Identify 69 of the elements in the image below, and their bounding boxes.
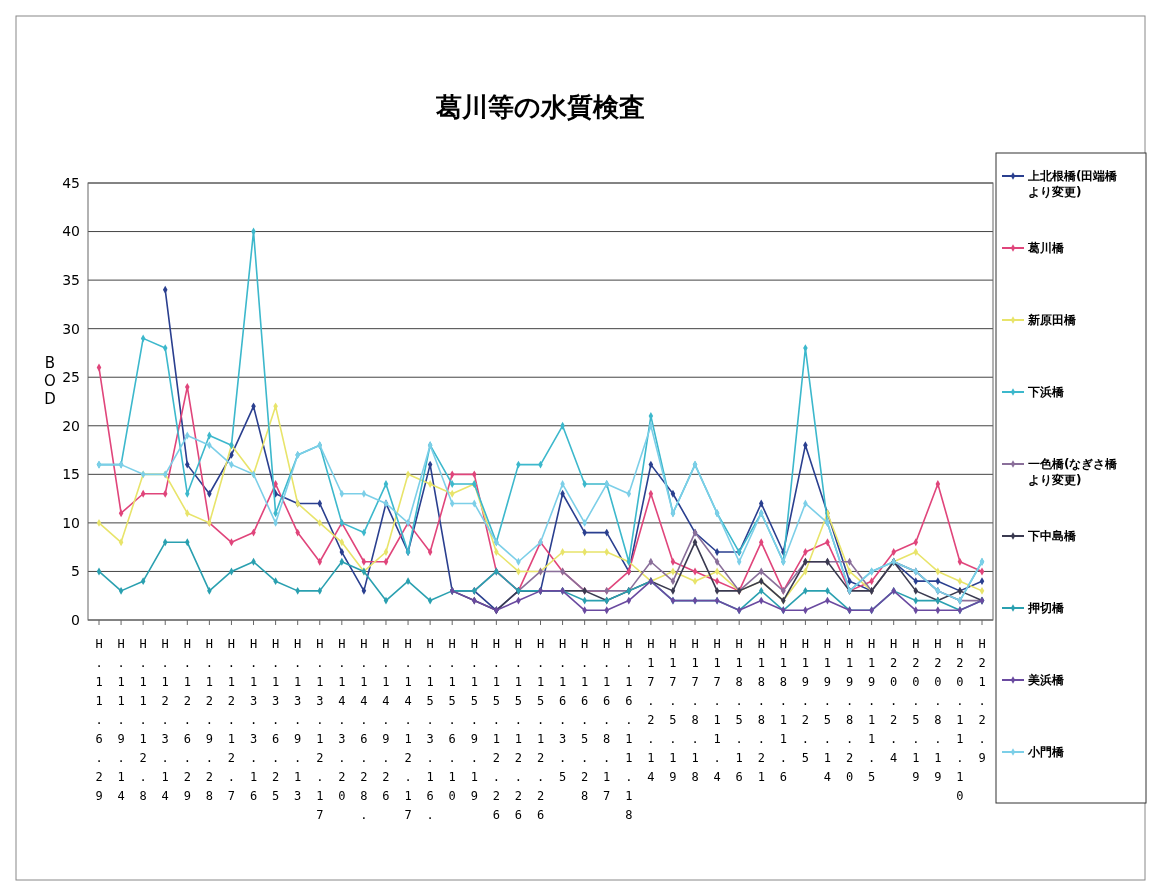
legend-label: 押切橋 <box>1027 601 1065 616</box>
x-tick-label: H18.8.21 <box>757 637 765 784</box>
x-tick-label: H17.8.18 <box>691 637 699 784</box>
y-tick-label: 25 <box>62 369 80 386</box>
x-tick-label: H19.5.14 <box>823 637 832 784</box>
x-tick-label: H20.2.4 <box>890 637 898 765</box>
point <box>714 548 720 556</box>
category-label: H.15.12.26 <box>514 637 523 822</box>
category-label: H.12.6.29 <box>183 637 191 803</box>
legend-label: 下浜橋 <box>1027 385 1065 400</box>
category-label: H.11.6.29 <box>95 637 103 803</box>
point <box>935 480 941 488</box>
point <box>427 548 433 556</box>
category-label: H.13.6.25 <box>271 637 280 803</box>
legend-label: 葛川橋 <box>1027 241 1065 256</box>
category-label: H20.11.10 <box>956 637 964 803</box>
category-label: H.15.9.19 <box>470 637 478 803</box>
category-label: H.13.9.13 <box>294 637 302 803</box>
category-label: H.13.12.17 <box>316 637 324 822</box>
category-label: H.15.6.10 <box>448 637 456 803</box>
legend-label: 一色橋(なぎさ橋より変更) <box>1028 457 1119 488</box>
category-label: H.16.5.28 <box>581 637 589 803</box>
x-tick-label: H19.11.5 <box>868 637 876 784</box>
category-label: H.11.12.8 <box>139 637 147 803</box>
x-tick-label: H17.5.19 <box>669 637 677 784</box>
category-label: H.12.9.28 <box>205 637 213 803</box>
legend-label: 美浜橋 <box>1027 673 1065 688</box>
x-tick-label: H17.2.14 <box>647 637 655 784</box>
point <box>427 480 433 488</box>
x-tick-label: H17.11.4 <box>713 637 721 784</box>
category-label: H.14.6.28. <box>360 637 368 822</box>
y-tick-label: 30 <box>62 320 80 337</box>
category-label: H.16.11.18 <box>625 637 633 822</box>
category-label: H.11.9.14 <box>117 637 125 803</box>
category-label: H.14.9.26 <box>382 637 390 803</box>
x-tick-label: H19.2.5 <box>801 637 810 765</box>
point <box>449 480 455 488</box>
point <box>913 548 919 556</box>
x-tick-label: H.16.3.5 <box>558 637 567 784</box>
point <box>339 548 345 556</box>
x-tick-label: H19.8.20 <box>845 637 854 784</box>
category-label: H.14.3.20 <box>338 637 346 803</box>
category-label: H.12.12.7 <box>227 637 236 803</box>
y-axis-title: BOD <box>44 354 56 408</box>
category-label: H.16.8.17 <box>603 637 611 803</box>
x-tick-label: H20.5.19 <box>912 637 920 784</box>
category-label: H.14.12.17 <box>404 637 412 822</box>
y-tick-label: 20 <box>62 417 80 434</box>
category-label: H.15.3.16. <box>426 637 434 822</box>
legend-label: 新原田橋 <box>1027 313 1077 328</box>
y-tick-label: 35 <box>62 272 80 289</box>
legend-label: 上北根橋(田端橋より変更) <box>1027 169 1119 200</box>
y-tick-label: 5 <box>71 563 80 580</box>
x-tick-label: H21.2.9 <box>978 637 986 765</box>
category-label: H.15.12.26 <box>492 637 500 822</box>
x-tick-label: H20.8.19 <box>934 637 942 784</box>
y-tick-label: 0 <box>71 611 80 628</box>
y-tick-label: 40 <box>62 223 80 240</box>
y-tick-label: 10 <box>62 514 80 531</box>
legend-label: 下中島橋 <box>1027 529 1077 544</box>
chart-title: 葛川等の水質検査 <box>435 92 645 122</box>
x-tick-label: H18.5.16 <box>735 637 743 784</box>
category-label: H.13.3.16 <box>249 637 258 803</box>
legend-label: 小門橋 <box>1027 745 1065 760</box>
y-tick-label: 45 <box>62 174 80 191</box>
x-tick-label: H18.11.6 <box>779 637 787 784</box>
category-label: H.12.3.14 <box>161 637 169 803</box>
y-tick-label: 15 <box>62 466 80 483</box>
category-label: H.15.12.26 <box>536 637 545 822</box>
